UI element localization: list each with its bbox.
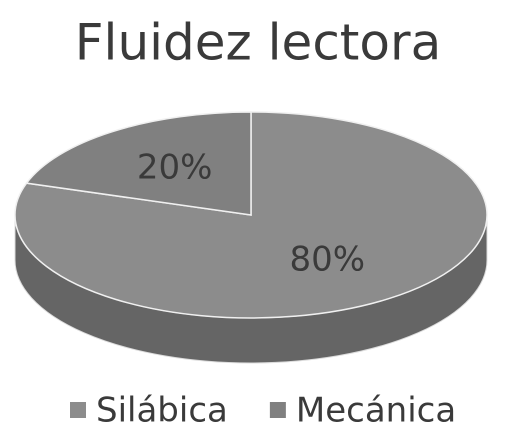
chart-title: Fluidez lectora [75, 14, 441, 72]
legend-label: Silábica [96, 391, 228, 431]
pie-slice [25, 111, 252, 216]
data-label: 80% [290, 239, 366, 279]
data-label: 20% [137, 148, 213, 188]
legend-label: Mecánica [296, 391, 456, 431]
legend-swatch [70, 402, 86, 418]
legend-swatch [269, 402, 286, 418]
